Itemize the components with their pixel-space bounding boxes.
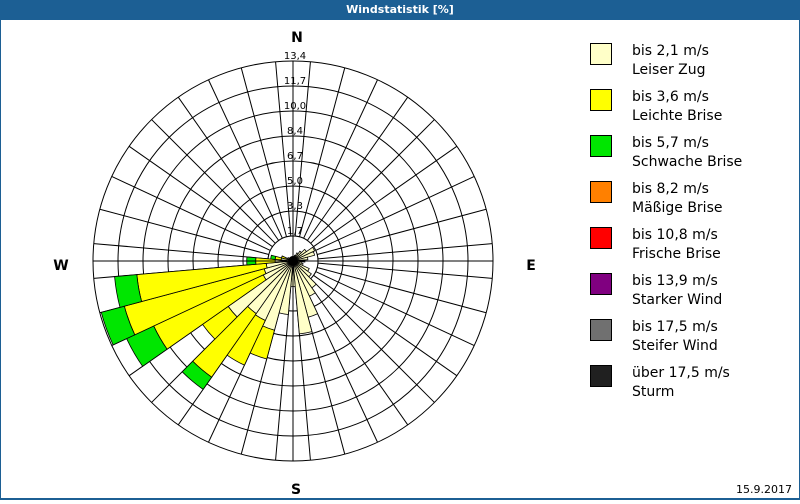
grid-spoke (316, 272, 475, 346)
ring-label: 3,3 (287, 201, 303, 212)
legend-label: Frische Brise (632, 245, 721, 264)
legend-range: bis 8,2 m/s (632, 180, 722, 199)
wind-rose-svg: 1,7 3,3 5,0 6,7 8,4 10,0 11,7 13,4 N E S W (0, 20, 560, 500)
legend-range: bis 17,5 m/s (632, 318, 718, 337)
legend-range: über 17,5 m/s (632, 364, 730, 383)
compass-south: S (291, 482, 301, 498)
legend-label: Steifer Wind (632, 337, 718, 356)
center-dot (289, 257, 297, 265)
wind-rose-chart: 1,7 3,3 5,0 6,7 8,4 10,0 11,7 13,4 N E S W (0, 20, 560, 500)
wind-sector-bar (271, 255, 276, 259)
grid-spoke (313, 275, 456, 375)
grid-spoke (94, 244, 268, 259)
legend-label: Schwache Brise (632, 153, 742, 172)
grid-spoke (208, 80, 282, 239)
legend-label: Sturm (632, 383, 730, 402)
legend-swatch (590, 135, 612, 157)
legend-label: Leichte Brise (632, 107, 722, 126)
grid-spoke (316, 176, 475, 250)
ring-label: 6,7 (287, 151, 303, 162)
grid-spoke (307, 97, 407, 240)
date-stamp: 15.9.2017 (736, 483, 792, 496)
ring-label: 8,4 (287, 126, 303, 137)
title-bar: Windstatistik [%] (0, 0, 800, 20)
legend-range: bis 5,7 m/s (632, 134, 742, 153)
grid-spoke (318, 263, 492, 278)
legend-label: Leiser Zug (632, 61, 709, 80)
compass-north: N (291, 30, 303, 46)
ring-label: 13,4 (284, 51, 306, 62)
ring-label: 10,0 (284, 101, 306, 112)
compass-west: W (53, 258, 68, 274)
grid-spoke (129, 146, 272, 246)
legend-swatch (590, 319, 612, 341)
ring-label: 11,7 (284, 76, 306, 87)
chart-title: Windstatistik [%] (346, 3, 454, 16)
wind-sector-bar (115, 275, 142, 308)
grid-spoke (152, 120, 276, 244)
grid-spoke (241, 68, 286, 237)
grid-spoke (313, 146, 456, 246)
legend-swatch (590, 227, 612, 249)
legend-label: Mäßige Brise (632, 199, 722, 218)
legend-range: bis 3,6 m/s (632, 88, 722, 107)
grid-spoke (112, 176, 271, 250)
compass-east: E (526, 258, 536, 274)
grid-spoke (317, 267, 486, 312)
grid-spoke (100, 209, 269, 254)
grid-spoke (178, 97, 278, 240)
legend-swatch (590, 43, 612, 65)
grid-spoke (311, 120, 435, 244)
grid-spoke (304, 80, 378, 239)
grid-spoke (299, 68, 344, 237)
legend-label: Starker Wind (632, 291, 722, 310)
grid-spoke (307, 281, 407, 424)
ring-label: 5,0 (287, 176, 303, 187)
wind-sectors (101, 247, 317, 389)
legend-range: bis 2,1 m/s (632, 42, 709, 61)
legend-swatch (590, 89, 612, 111)
legend-range: bis 13,9 m/s (632, 272, 722, 291)
grid-spoke (318, 244, 492, 259)
legend-swatch (590, 365, 612, 387)
ring-label: 1,7 (287, 226, 303, 237)
legend-swatch (590, 273, 612, 295)
grid-spoke (317, 209, 486, 254)
grid-spoke (311, 279, 435, 403)
legend-range: bis 10,8 m/s (632, 226, 721, 245)
legend-swatch (590, 181, 612, 203)
